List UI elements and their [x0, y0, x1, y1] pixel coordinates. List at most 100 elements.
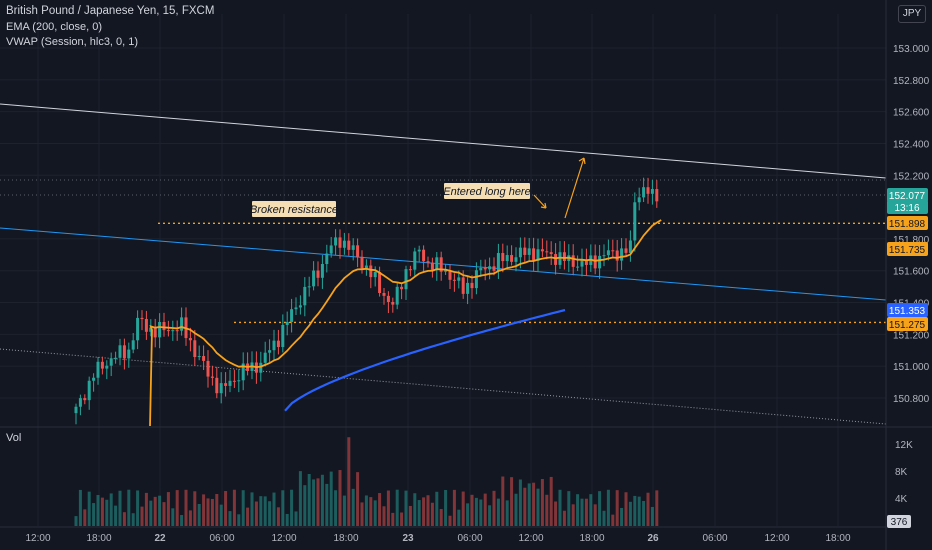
candle-series: [74, 177, 659, 425]
candle-body: [312, 270, 316, 287]
candle-body: [325, 253, 329, 264]
volume-bar: [655, 490, 659, 526]
candle-body: [435, 257, 439, 270]
lower-trendline: [0, 348, 887, 425]
volume-bar: [501, 476, 505, 526]
candle-body: [96, 361, 100, 378]
volume-bar: [571, 504, 575, 526]
candle-body: [316, 270, 320, 278]
volume-bar: [444, 489, 448, 526]
candle-body: [461, 277, 465, 294]
ema-legend[interactable]: EMA (200, close, 0): [6, 21, 102, 33]
candle-body: [382, 292, 386, 296]
volume-bar: [303, 485, 307, 526]
volume-bar: [430, 502, 434, 526]
candle-body: [360, 256, 364, 269]
volume-bar: [642, 500, 646, 526]
mid-trendline: [0, 227, 887, 301]
volume-series: [74, 437, 659, 526]
volume-bar: [518, 479, 522, 526]
candle-body: [527, 248, 531, 255]
volume-bar: [136, 490, 140, 526]
vwap-legend[interactable]: VWAP (Session, hlc3, 0, 1): [6, 36, 139, 48]
indicator-lines: [149, 219, 662, 427]
volume-bar: [540, 479, 544, 526]
candle-body: [241, 363, 245, 381]
volume-bar: [210, 498, 214, 526]
candle-body: [501, 253, 505, 262]
volume-bar: [391, 512, 395, 526]
currency-button[interactable]: JPY: [898, 5, 926, 23]
candle-body: [518, 247, 522, 258]
volume-legend[interactable]: Vol: [6, 432, 22, 444]
candle-body: [118, 345, 122, 358]
volume-bar: [426, 495, 430, 526]
volume-bar: [175, 490, 179, 526]
volume-bar: [435, 491, 439, 526]
volume-bar: [259, 496, 263, 526]
price-label-vwap: 151.735: [887, 242, 928, 256]
volume-bar: [127, 489, 131, 526]
candle-body: [351, 245, 355, 250]
candle-body: [395, 286, 399, 305]
volume-bar: [153, 496, 157, 526]
time-tick-label: 12:00: [25, 533, 50, 544]
candle-body: [514, 257, 518, 262]
symbol-title[interactable]: British Pound / Japanese Yen, 15, FXCM: [6, 5, 215, 17]
volume-last-box: [887, 515, 911, 528]
volume-bar: [483, 493, 487, 526]
price-tick-label: 150.800: [893, 394, 930, 405]
time-tick-label: 18:00: [86, 533, 111, 544]
volume-bar: [334, 490, 338, 526]
volume-bar: [74, 516, 78, 526]
candle-body: [457, 277, 461, 281]
candle-body: [483, 268, 487, 270]
candle-body: [404, 269, 408, 290]
volume-bar: [312, 479, 316, 526]
candle-body: [408, 269, 412, 271]
volume-bar: [505, 500, 509, 526]
candle-body: [127, 349, 131, 359]
annotation-box: [252, 201, 336, 217]
candle-body: [259, 362, 263, 373]
candle-body: [620, 248, 624, 261]
volume-bar: [576, 494, 580, 526]
volume-bar: [408, 505, 412, 526]
volume-bar: [523, 487, 527, 526]
price-tick-label: 151.000: [893, 362, 930, 373]
candle-body: [364, 265, 368, 269]
volume-bar: [439, 509, 443, 526]
candle-body: [536, 249, 540, 261]
volume-last-text: 376: [891, 517, 908, 528]
candle-body: [338, 237, 342, 248]
candle-body: [633, 202, 637, 241]
ema-line: [284, 308, 566, 412]
price-label-box: [887, 303, 928, 317]
time-tick-label: 18:00: [825, 533, 850, 544]
volume-bar: [224, 491, 228, 526]
candle-body: [413, 251, 417, 270]
volume-bar: [100, 497, 104, 526]
volume-bar: [281, 490, 285, 526]
candle-body: [452, 279, 456, 281]
volume-bar: [290, 489, 294, 526]
volume-bar: [92, 503, 96, 526]
candle-body: [329, 245, 333, 254]
candle-body: [206, 360, 210, 377]
volume-bar: [87, 491, 91, 526]
candle-body: [444, 270, 448, 272]
volume-bar: [404, 490, 408, 526]
volume-bar: [532, 482, 536, 526]
volume-tick-label: 8K: [895, 467, 908, 478]
time-tick-label: 26: [647, 533, 659, 544]
volume-bar: [549, 476, 553, 526]
volume-bar: [633, 495, 637, 526]
volume-bar: [320, 474, 324, 526]
candle-body: [78, 398, 82, 407]
volume-bar: [263, 496, 267, 526]
candle-body: [624, 248, 628, 253]
candle-body: [356, 245, 360, 257]
volume-bar: [589, 494, 593, 526]
time-tick-label: 06:00: [702, 533, 727, 544]
